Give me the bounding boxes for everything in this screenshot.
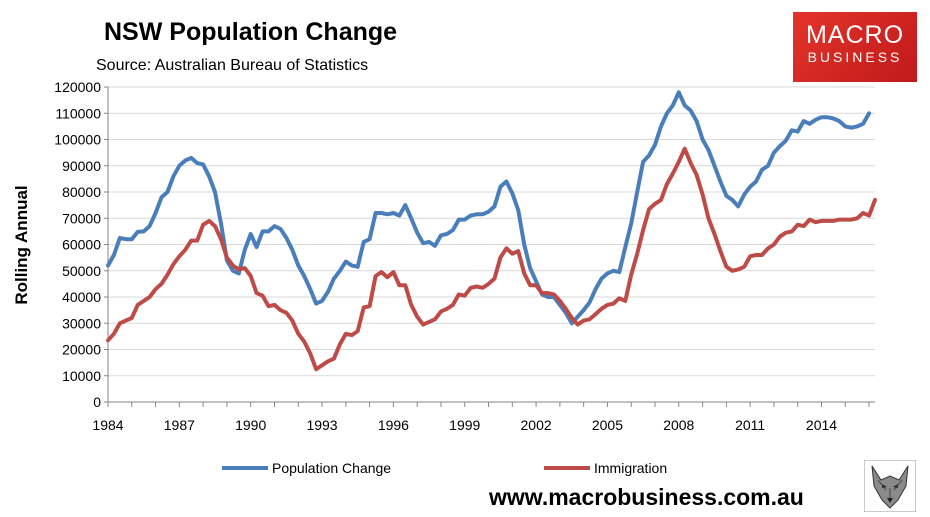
legend-swatch-immigration — [544, 466, 590, 470]
x-tick-label: 1990 — [235, 417, 266, 433]
x-tick-label: 2014 — [806, 417, 837, 433]
legend-label-population: Population Change — [272, 460, 392, 476]
wolf-logo-icon — [863, 459, 917, 513]
x-tick-label: 2005 — [592, 417, 623, 433]
y-tick-label: 10000 — [62, 368, 101, 384]
y-tick-label: 40000 — [62, 289, 101, 305]
macrobusiness-logo: MACRO BUSINESS — [793, 12, 917, 82]
x-tick-label: 2011 — [735, 417, 765, 433]
chart-title: NSW Population Change — [104, 18, 398, 46]
x-tick-label: 1984 — [92, 417, 123, 433]
legend-item-population: Population Change — [222, 460, 391, 476]
legend-swatch-population — [222, 466, 268, 470]
x-tick-label: 1999 — [449, 417, 480, 433]
logo-line1: MACRO — [805, 21, 905, 49]
footer-url: www.macrobusiness.com.au — [489, 484, 804, 510]
y-tick-label: 70000 — [62, 210, 101, 226]
y-tick-label: 50000 — [62, 263, 101, 279]
y-tick-label: 30000 — [62, 315, 101, 331]
y-tick-label: 100000 — [54, 132, 101, 148]
legend-label-immigration: Immigration — [594, 460, 668, 476]
x-tick-label: 1987 — [164, 417, 195, 433]
legend-item-immigration: Immigration — [544, 460, 667, 476]
y-tick-label: 80000 — [62, 184, 101, 200]
x-tick-label: 1993 — [306, 417, 337, 433]
y-tick-label: 120000 — [54, 79, 101, 95]
x-tick-label: 2002 — [521, 417, 552, 433]
logo-line2: BUSINESS — [807, 49, 903, 65]
y-tick-label: 0 — [93, 394, 101, 410]
y-tick-label: 60000 — [62, 237, 101, 253]
chart-subtitle: Source: Australian Bureau of Statistics — [96, 57, 369, 74]
series-line-immigration — [106, 146, 877, 372]
y-tick-label: 110000 — [55, 105, 101, 121]
y-tick-label: 90000 — [62, 158, 101, 174]
x-tick-label: 2008 — [663, 417, 694, 433]
series-line-population-change — [106, 90, 872, 326]
x-tick-label: 1996 — [378, 417, 409, 433]
y-tick-label: 20000 — [62, 342, 101, 358]
